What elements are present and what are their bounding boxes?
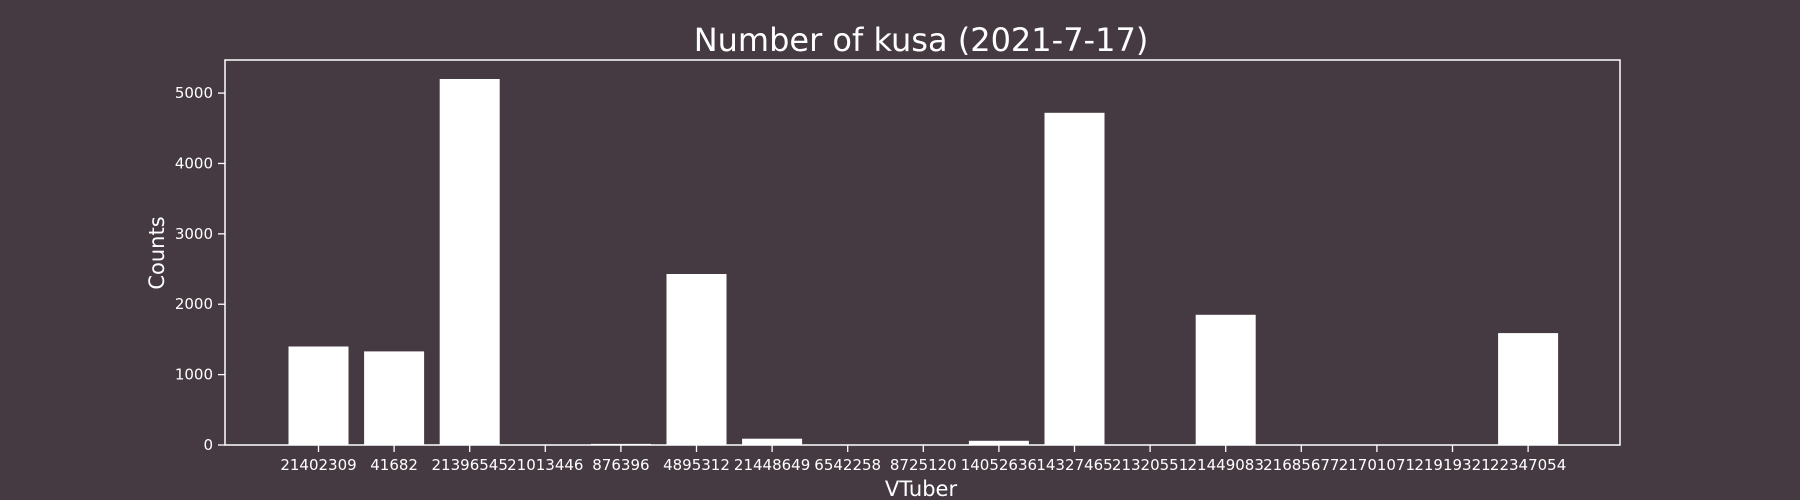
y-tick-label: 5000 (175, 84, 213, 102)
x-tick-label: 14327465 (1036, 456, 1112, 474)
x-tick-label: 21320551 (1112, 456, 1188, 474)
x-tick-label: 876396 (592, 456, 649, 474)
bar-4895312 (666, 274, 727, 445)
x-tick-label: 21402309 (280, 456, 356, 474)
x-axis-label: VTuber (885, 477, 958, 500)
x-tick-label: 4895312 (663, 456, 730, 474)
x-tick-label: 21685677 (1263, 456, 1339, 474)
x-tick-label: 41682 (370, 456, 418, 474)
bar-14327465 (1044, 112, 1105, 446)
x-tick-label: 6542258 (814, 456, 881, 474)
y-tick-label: 3000 (175, 225, 213, 243)
bar-21448649 (742, 438, 803, 445)
y-tick-label: 1000 (175, 366, 213, 384)
x-tick-label: 8725120 (890, 456, 957, 474)
y-tick-label: 4000 (175, 154, 213, 172)
bar-21402309 (288, 346, 349, 445)
bar-21396545 (439, 79, 500, 445)
y-tick-label: 0 (203, 436, 213, 454)
bar-22347054 (1498, 333, 1559, 445)
x-tick-label: 21013446 (507, 456, 583, 474)
bar-21449083 (1195, 314, 1256, 445)
x-tick-label: 14052636 (961, 456, 1037, 474)
plot-frame (224, 59, 1621, 446)
x-tick-label: 21449083 (1188, 456, 1264, 474)
x-tick-label: 21448649 (734, 456, 810, 474)
y-axis: 0 1000 2000 3000 4000 5000 (175, 84, 225, 454)
x-axis: 21402309 41682 21396545 21013446 876396 48953… (280, 445, 1566, 474)
chart-title: Number of kusa (2021-7-17) (694, 21, 1149, 59)
plot-area (288, 79, 1559, 446)
x-tick-label: 22347054 (1490, 456, 1566, 474)
y-tick-label: 2000 (175, 295, 213, 313)
bar-14052636 (968, 440, 1029, 445)
bar-41682 (364, 351, 425, 445)
x-tick-label: 21701071 (1339, 456, 1415, 474)
y-axis-label: Counts (145, 216, 169, 289)
x-tick-label: 21396545 (432, 456, 508, 474)
x-tick-label: 21919321 (1414, 456, 1490, 474)
